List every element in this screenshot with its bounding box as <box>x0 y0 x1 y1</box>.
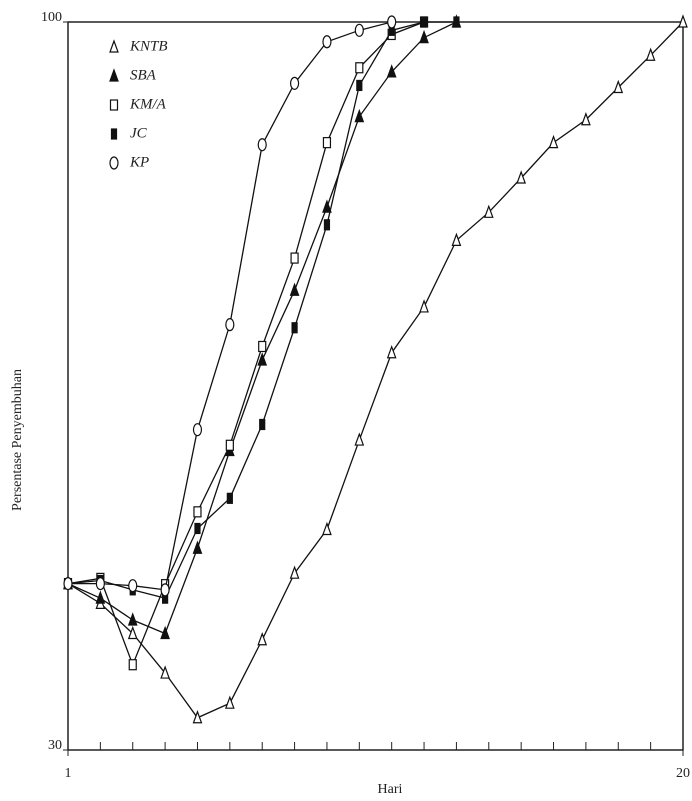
marker <box>95 576 105 591</box>
marker <box>109 99 119 111</box>
legend-label: KNTB <box>129 38 168 54</box>
marker <box>127 612 138 626</box>
marker <box>160 625 170 640</box>
marker <box>387 15 397 29</box>
legend-label: SBA <box>130 67 157 83</box>
marker <box>192 710 203 724</box>
marker <box>323 219 331 231</box>
marker <box>322 137 332 149</box>
series-line <box>67 21 684 719</box>
marker <box>354 108 365 123</box>
marker <box>128 579 138 593</box>
series-line <box>67 21 457 635</box>
plot-frame <box>67 21 684 751</box>
marker <box>420 16 428 28</box>
marker <box>224 695 235 709</box>
marker <box>289 76 300 90</box>
y-tick-label: 100 <box>41 10 62 25</box>
legend-label: KM/A <box>129 96 167 112</box>
marker <box>419 299 429 313</box>
series-line <box>67 21 457 599</box>
marker <box>354 23 364 37</box>
marker <box>289 565 300 579</box>
marker <box>453 16 460 28</box>
marker <box>160 665 170 679</box>
marker <box>645 47 656 61</box>
marker <box>257 632 268 646</box>
marker <box>451 232 462 246</box>
marker <box>290 252 299 264</box>
marker <box>225 439 234 451</box>
marker <box>322 521 332 536</box>
marker <box>257 138 267 152</box>
marker <box>419 29 429 44</box>
marker <box>289 282 300 296</box>
marker <box>354 432 365 446</box>
marker <box>548 134 559 149</box>
marker <box>110 128 118 140</box>
marker <box>257 352 268 366</box>
marker <box>259 418 266 431</box>
marker <box>109 39 119 53</box>
marker <box>516 170 527 184</box>
y-axis-label: Persentase Penyembuhan <box>10 369 25 511</box>
marker <box>109 68 119 82</box>
marker <box>63 576 73 591</box>
legend-label: JC <box>130 125 148 141</box>
marker <box>613 79 624 94</box>
marker <box>128 659 137 671</box>
marker <box>322 35 332 49</box>
marker <box>160 583 170 597</box>
marker <box>192 540 203 554</box>
marker <box>194 522 201 535</box>
marker <box>356 79 363 92</box>
x-tick-label: 20 <box>676 766 690 781</box>
marker <box>355 62 364 74</box>
marker <box>483 204 494 218</box>
marker <box>192 423 203 437</box>
marker <box>386 64 397 78</box>
marker <box>581 112 591 126</box>
marker <box>226 492 233 504</box>
marker <box>225 318 235 332</box>
marker <box>386 344 397 359</box>
marker <box>95 590 106 604</box>
y-tick-label: 30 <box>48 738 62 753</box>
x-axis-label: Hari <box>378 782 403 797</box>
series-line <box>67 21 425 667</box>
marker <box>678 14 688 28</box>
marker <box>258 340 267 353</box>
x-tick-label: 1 <box>65 766 72 781</box>
marker <box>127 625 138 640</box>
legend-label: KP <box>129 154 149 170</box>
marker <box>291 322 298 334</box>
marker <box>193 506 202 518</box>
marker <box>322 199 332 213</box>
marker <box>109 156 119 170</box>
